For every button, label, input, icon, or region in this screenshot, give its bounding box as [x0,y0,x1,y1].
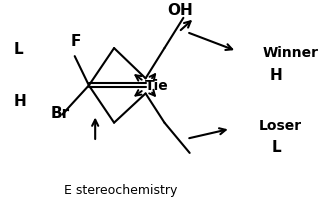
Text: Loser: Loser [259,118,302,132]
Text: Winner: Winner [262,46,318,60]
Text: L: L [13,41,23,56]
Text: H: H [270,67,283,82]
Text: L: L [271,140,281,155]
Text: OH: OH [167,3,193,18]
Text: F: F [71,33,82,48]
Text: E stereochemistry: E stereochemistry [64,183,177,196]
Text: Tie: Tie [145,79,168,93]
Text: Br: Br [51,106,70,121]
Text: H: H [13,94,26,108]
